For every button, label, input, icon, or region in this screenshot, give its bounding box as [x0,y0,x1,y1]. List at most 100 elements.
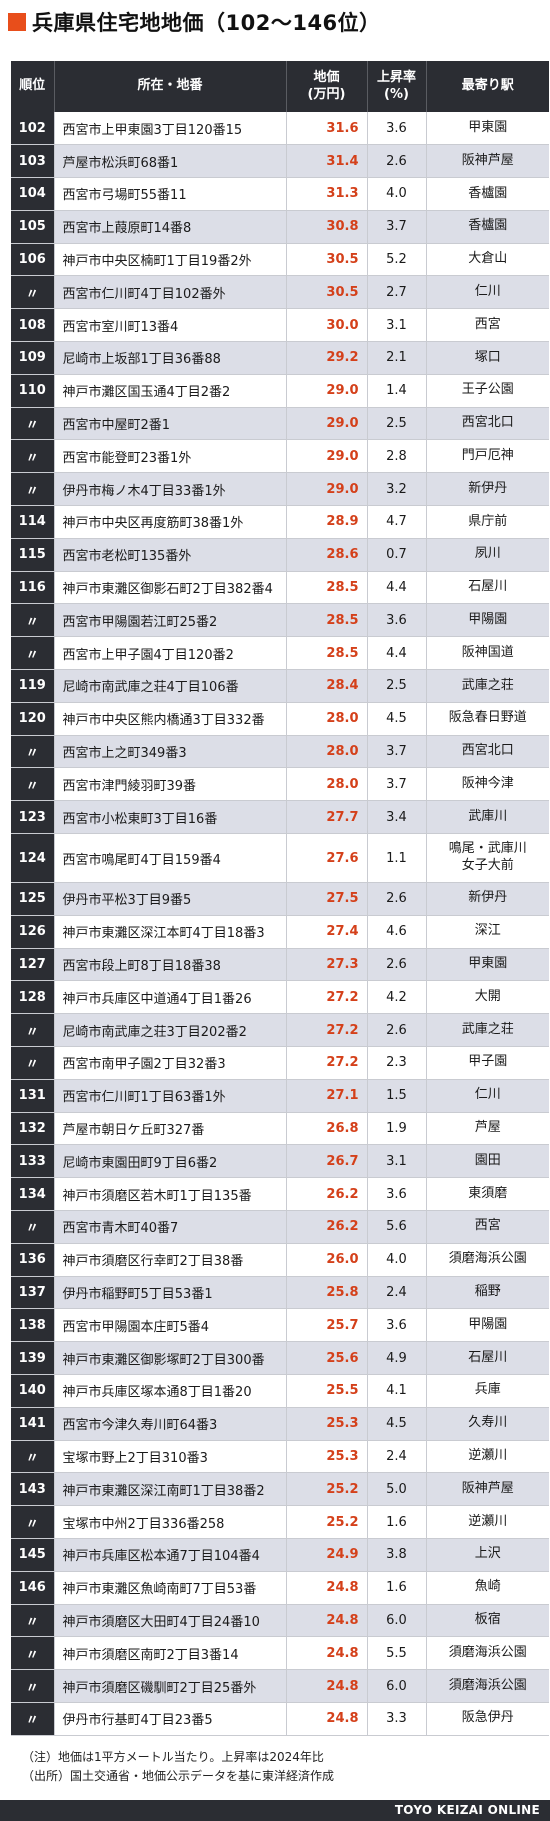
rank-cell: 133 [11,1144,55,1179]
station-cell: 仁川 [426,275,549,310]
rank-cell: 〃 [11,1013,55,1048]
price-cell: 28.5 [286,571,368,605]
rate-cell: 1.1 [367,833,427,884]
address-cell: 西宮市老松町135番外 [54,538,287,572]
rank-cell: 109 [11,341,55,375]
rate-cell: 2.6 [367,144,427,179]
rate-cell: 4.5 [367,702,427,736]
price-cell: 27.1 [286,1079,368,1113]
rank-cell: 127 [11,948,55,982]
price-cell: 27.2 [286,1013,368,1048]
price-cell: 25.7 [286,1308,368,1343]
rank-cell: 136 [11,1243,55,1277]
station-cell: 王子公園 [426,374,549,408]
rank-cell: 123 [11,800,55,835]
rank-cell: 146 [11,1571,55,1605]
address-cell: 神戸市東灘区御影石町2丁目382番4 [54,571,287,605]
address-cell: 西宮市今津久寿川町64番3 [54,1407,287,1441]
price-cell: 30.0 [286,308,368,343]
table-row: 143 神戸市東灘区深江南町1丁目38番2 25.2 5.0 阪神芦屋 [11,1472,549,1507]
station-cell: 須磨海浜公園 [426,1669,549,1703]
station-cell: 須磨海浜公園 [426,1243,549,1277]
price-cell: 28.5 [286,603,368,638]
table-row: 132 芦屋市朝日ケ丘町327番 26.8 1.9 芦屋 [11,1112,549,1146]
station-cell: 魚崎 [426,1571,549,1605]
address-cell: 神戸市兵庫区塚本通8丁目1番20 [54,1374,287,1408]
rank-cell: 104 [11,177,55,211]
rate-cell: 3.6 [367,112,427,146]
table-row: 〃尼崎市南武庫之荘3丁目202番2 27.2 2.6 武庫之荘 [11,1013,549,1048]
address-cell: 西宮市上甲東園3丁目120番15 [54,112,287,146]
station-cell: 大開 [426,980,549,1015]
table-row: 136 神戸市須磨区行幸町2丁目38番 26.0 4.0 須磨海浜公園 [11,1243,549,1277]
station-cell: 久寿川 [426,1407,549,1441]
station-cell: 上沢 [426,1538,549,1572]
table-row: 〃伊丹市梅ノ木4丁目33番1外 29.0 3.2 新伊丹 [11,472,549,507]
price-cell: 25.2 [286,1472,368,1507]
address-cell: 神戸市須磨区磯馴町2丁目25番外 [54,1669,287,1703]
station-cell: 西宮 [426,308,549,343]
rank-cell: 〃 [11,1210,55,1244]
rate-cell: 6.0 [367,1604,427,1638]
address-cell: 伊丹市梅ノ木4丁目33番1外 [54,472,287,507]
ranking-table: 順位 所在・地番 地価 (万円) 上昇率 (%) 最寄り駅 102 西宮市上甲東園… [11,61,549,1736]
rank-cell: 〃 [11,472,55,507]
table-row: 〃神戸市須磨区大田町4丁目24番10 24.8 6.0 板宿 [11,1604,549,1638]
rank-cell: 115 [11,538,55,572]
header-station: 最寄り駅 [426,61,549,112]
table-row: 〃西宮市能登町23番1外 29.0 2.8 門戸厄神 [11,439,549,474]
rate-cell: 2.5 [367,669,427,703]
rank-cell: 145 [11,1538,55,1572]
price-cell: 28.9 [286,505,368,539]
table-row: 131 西宮市仁川町1丁目63番1外 27.1 1.5 仁川 [11,1079,549,1113]
table-row: 137 伊丹市稲野町5丁目53番1 25.8 2.4 稲野 [11,1276,549,1310]
address-cell: 神戸市東灘区御影塚町2丁目300番 [54,1341,287,1375]
table-row: 133 尼崎市東園田町9丁目6番2 26.7 3.1 園田 [11,1144,549,1179]
price-cell: 29.0 [286,407,368,441]
address-cell: 芦屋市松浜町68番1 [54,144,287,179]
table-row: 〃神戸市須磨区磯馴町2丁目25番外 24.8 6.0 須磨海浜公園 [11,1669,549,1703]
price-cell: 28.6 [286,538,368,572]
price-cell: 25.8 [286,1276,368,1310]
rate-cell: 4.0 [367,1243,427,1277]
rate-cell: 3.2 [367,472,427,507]
price-cell: 31.6 [286,112,368,146]
price-cell: 25.5 [286,1374,368,1408]
price-cell: 24.8 [286,1636,368,1671]
price-cell: 27.3 [286,948,368,982]
station-cell: 大倉山 [426,243,549,277]
price-cell: 27.2 [286,980,368,1015]
address-cell: 宝塚市中州2丁目336番258 [54,1505,287,1539]
rate-cell: 5.5 [367,1636,427,1671]
rate-cell: 3.7 [367,767,427,802]
rate-cell: 3.4 [367,800,427,835]
notes: （注）地価は1平方メートル当たり。上昇率は2024年比 （出所）国土交通省・地価… [22,1748,334,1785]
table-row: 〃宝塚市野上2丁目310番3 25.3 2.4 逆瀬川 [11,1440,549,1474]
station-cell: 稲野 [426,1276,549,1310]
price-cell: 24.8 [286,1571,368,1605]
station-cell: 門戸厄神 [426,439,549,474]
station-cell: 阪神芦屋 [426,1472,549,1507]
price-cell: 26.2 [286,1210,368,1244]
table-row: 140 神戸市兵庫区塚本通8丁目1番20 25.5 4.1 兵庫 [11,1374,549,1408]
rate-cell: 4.1 [367,1374,427,1408]
address-cell: 神戸市中央区再度筋町38番1外 [54,505,287,539]
rank-cell: 102 [11,112,55,146]
rank-cell: 119 [11,669,55,703]
address-cell: 神戸市中央区熊内橋通3丁目332番 [54,702,287,736]
table-row: 〃西宮市青木町40番7 26.2 5.6 西宮 [11,1210,549,1244]
table-row: 115 西宮市老松町135番外 28.6 0.7 夙川 [11,538,549,572]
address-cell: 西宮市鳴尾町4丁目159番4 [54,833,287,884]
address-cell: 神戸市須磨区大田町4丁目24番10 [54,1604,287,1638]
rate-cell: 1.9 [367,1112,427,1146]
rate-cell: 3.3 [367,1702,427,1736]
title-bar: 兵庫県住宅地地価（102〜146位） [0,0,550,44]
rate-cell: 3.1 [367,1144,427,1179]
address-cell: 西宮市仁川町1丁目63番1外 [54,1079,287,1113]
station-cell: 逆瀬川 [426,1440,549,1474]
price-cell: 27.6 [286,833,368,884]
table-row: 〃西宮市上甲子園4丁目120番2 28.5 4.4 阪神国道 [11,636,549,671]
rank-cell: 〃 [11,767,55,802]
table-row: 127 西宮市段上町8丁目18番38 27.3 2.6 甲東園 [11,948,549,982]
rank-cell: 139 [11,1341,55,1375]
